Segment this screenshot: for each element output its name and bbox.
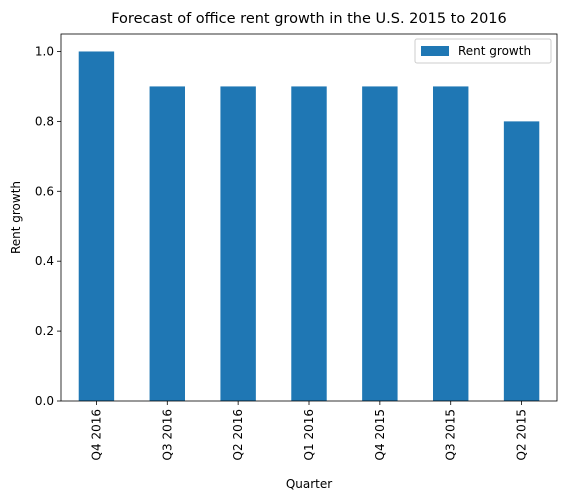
- legend-swatch: [421, 46, 449, 56]
- bar-q2-2015: [503, 121, 540, 401]
- x-axis-title: Quarter: [286, 477, 332, 491]
- bar-q3-2016: [149, 86, 185, 401]
- bar-q2-2016: [220, 86, 256, 401]
- chart-title: Forecast of office rent growth in the U.…: [111, 11, 507, 27]
- legend: Rent growth: [414, 38, 552, 64]
- y-tick-label: 1.0: [35, 44, 54, 58]
- x-tick-label: Q1 2016: [302, 409, 316, 460]
- y-axis: 0.0 0.2 0.4 0.6 0.8 1.0: [35, 44, 61, 408]
- y-tick-label: 0.8: [35, 114, 54, 128]
- x-tick-label: Q2 2015: [515, 409, 529, 460]
- x-axis: Q4 2016 Q3 2016 Q2 2016 Q1 2016 Q4 2015 Q3 20…: [89, 401, 529, 460]
- bar-q1-2016: [291, 86, 327, 401]
- x-tick-label: Q2 2016: [231, 409, 245, 460]
- x-tick-label: Q4 2015: [373, 409, 387, 460]
- y-tick-label: 0.2: [35, 324, 54, 338]
- x-tick-label: Q4 2016: [89, 409, 103, 460]
- y-tick-label: 0.6: [35, 184, 54, 198]
- legend-frame: [414, 38, 552, 64]
- x-tick-label: Q3 2016: [160, 409, 174, 460]
- bars-layer: [78, 51, 540, 401]
- legend-label: Rent growth: [458, 44, 531, 58]
- y-tick-label: 0.4: [35, 254, 54, 268]
- plot-frame: [60, 33, 558, 402]
- x-tick-label: Q3 2015: [444, 409, 458, 460]
- bar-q4-2016: [78, 51, 115, 401]
- bar-q4-2015: [362, 86, 398, 401]
- bar-q3-2015: [433, 86, 469, 401]
- y-tick-label: 0.0: [35, 394, 54, 408]
- y-axis-title: Rent growth: [9, 181, 23, 254]
